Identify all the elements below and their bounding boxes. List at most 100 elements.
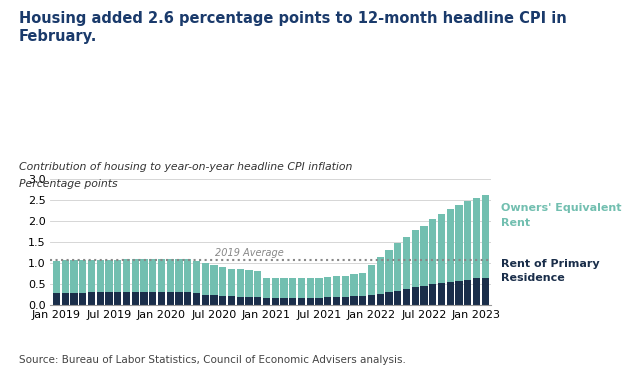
Bar <box>420 226 428 286</box>
Bar <box>228 296 235 305</box>
Bar <box>88 260 95 292</box>
Bar <box>245 270 253 297</box>
Bar <box>132 292 139 305</box>
Bar <box>359 273 367 296</box>
Bar <box>184 259 192 292</box>
Bar <box>114 260 122 292</box>
Bar <box>447 209 454 282</box>
Bar <box>455 281 463 305</box>
Bar <box>254 271 261 298</box>
Bar <box>228 269 235 296</box>
Bar <box>377 257 384 294</box>
Bar <box>140 292 148 305</box>
Bar <box>411 230 419 287</box>
Bar <box>254 298 261 305</box>
Bar <box>280 298 288 305</box>
Bar <box>202 263 209 295</box>
Text: Owners' Equivalent: Owners' Equivalent <box>501 203 621 213</box>
Bar <box>386 250 392 292</box>
Bar <box>377 294 384 305</box>
Text: Residence: Residence <box>501 273 564 283</box>
Bar <box>158 292 165 305</box>
Bar <box>123 259 130 292</box>
Bar <box>105 292 113 305</box>
Bar <box>324 277 331 298</box>
Bar <box>236 269 244 296</box>
Bar <box>289 298 297 305</box>
Text: Housing added 2.6 percentage points to 12-month headline CPI in
February.: Housing added 2.6 percentage points to 1… <box>19 11 566 44</box>
Text: 2019 Average: 2019 Average <box>215 248 284 258</box>
Bar <box>132 259 139 292</box>
Bar <box>210 265 218 295</box>
Bar <box>386 292 392 305</box>
Bar <box>88 292 95 305</box>
Bar <box>114 292 122 305</box>
Bar <box>472 279 480 305</box>
Bar <box>429 219 437 284</box>
Bar <box>333 276 340 297</box>
Bar <box>307 278 314 298</box>
Bar <box>411 287 419 305</box>
Bar <box>62 293 69 305</box>
Bar <box>149 259 156 292</box>
Bar <box>438 283 445 305</box>
Bar <box>403 289 410 305</box>
Text: Percentage points: Percentage points <box>19 179 118 189</box>
Bar <box>71 293 77 305</box>
Bar <box>333 297 340 305</box>
Bar <box>289 278 297 298</box>
Bar <box>324 298 331 305</box>
Bar <box>481 195 489 278</box>
Bar <box>193 293 200 305</box>
Bar <box>166 259 174 292</box>
Bar <box>272 278 279 298</box>
Bar <box>315 278 323 298</box>
Bar <box>219 296 227 305</box>
Bar <box>368 264 375 295</box>
Bar <box>193 261 200 293</box>
Bar <box>307 298 314 305</box>
Bar <box>472 198 480 279</box>
Bar <box>350 274 358 296</box>
Bar <box>420 286 428 305</box>
Bar <box>184 292 192 305</box>
Bar <box>315 298 323 305</box>
Bar <box>341 276 349 296</box>
Bar <box>96 260 104 292</box>
Bar <box>79 293 86 305</box>
Bar <box>298 278 306 298</box>
Bar <box>447 282 454 305</box>
Bar <box>263 298 270 305</box>
Bar <box>236 296 244 305</box>
Text: Rent: Rent <box>501 218 530 228</box>
Bar <box>79 260 86 293</box>
Bar <box>105 260 113 292</box>
Bar <box>464 201 471 280</box>
Bar <box>280 278 288 298</box>
Bar <box>272 298 279 305</box>
Bar <box>359 296 367 305</box>
Bar <box>175 292 183 305</box>
Bar <box>455 205 463 281</box>
Bar <box>175 259 183 292</box>
Bar <box>368 295 375 305</box>
Text: Rent of Primary: Rent of Primary <box>501 259 600 269</box>
Bar <box>53 293 60 305</box>
Bar <box>62 260 69 293</box>
Bar <box>158 259 165 292</box>
Bar <box>481 278 489 305</box>
Bar <box>298 298 306 305</box>
Bar <box>245 297 253 305</box>
Bar <box>394 243 401 291</box>
Bar <box>219 267 227 296</box>
Bar <box>341 296 349 305</box>
Bar <box>53 261 60 293</box>
Bar <box>123 292 130 305</box>
Bar <box>464 280 471 305</box>
Bar <box>140 259 148 292</box>
Bar <box>202 295 209 305</box>
Bar <box>210 295 218 305</box>
Bar <box>350 296 358 305</box>
Bar <box>438 214 445 283</box>
Bar <box>429 284 437 305</box>
